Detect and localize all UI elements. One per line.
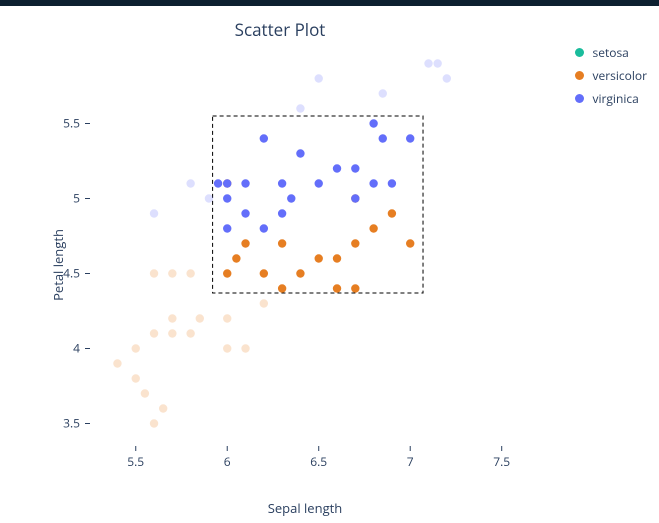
data-point[interactable] (186, 179, 194, 187)
data-point[interactable] (241, 344, 249, 352)
chart-title: Scatter Plot (0, 18, 560, 41)
data-point[interactable] (260, 134, 268, 142)
svg-text:6.5: 6.5 (310, 453, 327, 470)
data-point[interactable] (223, 344, 231, 352)
data-point[interactable] (141, 389, 149, 397)
data-point[interactable] (315, 179, 323, 187)
data-point[interactable] (241, 179, 249, 187)
svg-text:7: 7 (407, 453, 414, 470)
data-point[interactable] (424, 59, 432, 67)
legend-dot (575, 71, 584, 80)
data-point[interactable] (223, 194, 231, 202)
data-point[interactable] (333, 164, 341, 172)
data-point[interactable] (196, 314, 204, 322)
selection-box[interactable] (213, 116, 423, 293)
legend-label: versicolor (592, 67, 647, 84)
svg-text:6: 6 (224, 453, 231, 470)
data-point[interactable] (241, 239, 249, 247)
data-point[interactable] (260, 224, 268, 232)
x-axis-label: Sepal length (80, 499, 530, 517)
data-point[interactable] (369, 224, 377, 232)
data-point[interactable] (379, 89, 387, 97)
svg-text:4: 4 (73, 340, 80, 357)
svg-text:5.5: 5.5 (127, 453, 144, 470)
legend-item-versicolor[interactable]: versicolor (575, 67, 647, 84)
data-point[interactable] (388, 209, 396, 217)
data-point[interactable] (205, 194, 213, 202)
svg-text:3.5: 3.5 (63, 415, 80, 432)
data-point[interactable] (333, 284, 341, 292)
data-point[interactable] (406, 134, 414, 142)
data-point[interactable] (296, 149, 304, 157)
data-point[interactable] (168, 314, 176, 322)
data-point[interactable] (223, 179, 231, 187)
data-point[interactable] (351, 239, 359, 247)
svg-text:5.5: 5.5 (63, 115, 80, 132)
legend-label: virginica (592, 90, 638, 107)
data-point[interactable] (388, 179, 396, 187)
chart-container: Scatter Plot setosa versicolor virginica… (0, 6, 659, 523)
data-point[interactable] (406, 239, 414, 247)
legend: setosa versicolor virginica (575, 44, 647, 113)
data-point[interactable] (223, 314, 231, 322)
data-point[interactable] (150, 329, 158, 337)
data-point[interactable] (223, 224, 231, 232)
plot-area[interactable]: 5.566.577.53.544.555.5 (80, 46, 530, 476)
legend-dot (575, 48, 584, 57)
data-point[interactable] (351, 284, 359, 292)
legend-dot (575, 94, 584, 103)
legend-item-setosa[interactable]: setosa (575, 44, 647, 61)
data-point[interactable] (132, 374, 140, 382)
data-point[interactable] (443, 74, 451, 82)
data-point[interactable] (278, 239, 286, 247)
data-point[interactable] (113, 359, 121, 367)
data-point[interactable] (278, 179, 286, 187)
data-point[interactable] (379, 134, 387, 142)
data-point[interactable] (150, 269, 158, 277)
data-point[interactable] (433, 59, 441, 67)
data-point[interactable] (369, 179, 377, 187)
data-point[interactable] (150, 209, 158, 217)
data-point[interactable] (369, 119, 377, 127)
data-point[interactable] (351, 164, 359, 172)
data-point[interactable] (186, 329, 194, 337)
data-point[interactable] (351, 194, 359, 202)
data-point[interactable] (278, 209, 286, 217)
legend-item-virginica[interactable]: virginica (575, 90, 647, 107)
data-point[interactable] (287, 194, 295, 202)
data-point[interactable] (159, 404, 167, 412)
data-point[interactable] (296, 104, 304, 112)
svg-text:5: 5 (73, 190, 80, 207)
data-point[interactable] (132, 344, 140, 352)
data-point[interactable] (214, 179, 222, 187)
data-point[interactable] (241, 209, 249, 217)
data-point[interactable] (150, 419, 158, 427)
data-point[interactable] (168, 329, 176, 337)
data-point[interactable] (278, 284, 286, 292)
data-point[interactable] (223, 269, 231, 277)
legend-label: setosa (592, 44, 628, 61)
svg-text:7.5: 7.5 (493, 453, 510, 470)
data-point[interactable] (168, 269, 176, 277)
svg-text:4.5: 4.5 (63, 265, 80, 282)
data-point[interactable] (232, 254, 240, 262)
data-point[interactable] (315, 74, 323, 82)
data-point[interactable] (260, 299, 268, 307)
data-point[interactable] (296, 269, 304, 277)
data-point[interactable] (333, 254, 341, 262)
data-point[interactable] (315, 254, 323, 262)
data-point[interactable] (260, 269, 268, 277)
data-point[interactable] (186, 269, 194, 277)
